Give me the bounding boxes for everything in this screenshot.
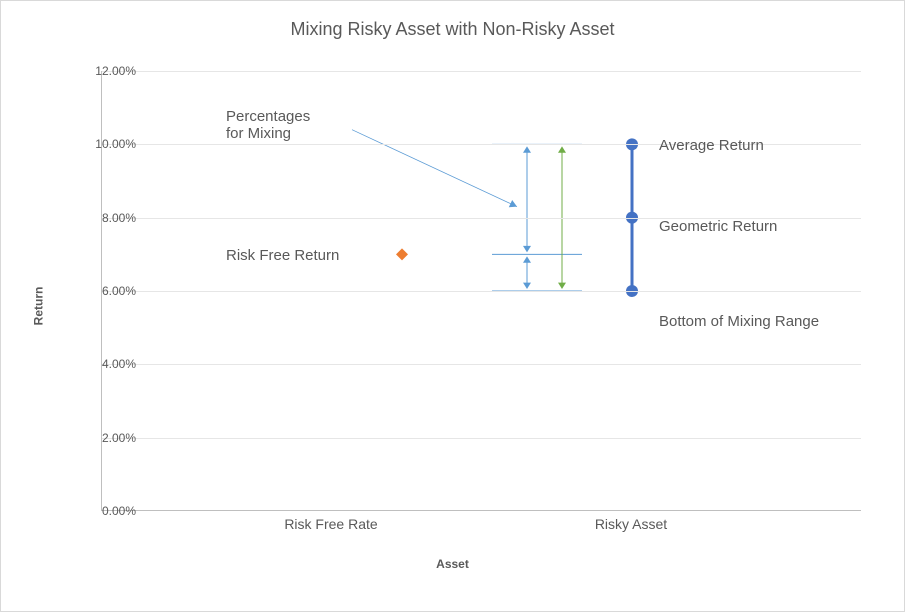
- average-return-label: Average Return: [659, 137, 764, 154]
- chart-title: Mixing Risky Asset with Non-Risky Asset: [1, 19, 904, 40]
- y-tick-label: 8.00%: [76, 211, 136, 225]
- callout-arrow-line: [352, 130, 517, 207]
- gridline: [102, 438, 861, 439]
- gridline: [102, 291, 861, 292]
- percentages-mixing-label: Percentagesfor Mixing: [226, 108, 310, 142]
- bottom-mixing-label: Bottom of Mixing Range: [659, 313, 819, 330]
- geometric-return-label: Geometric Return: [659, 218, 777, 235]
- risk-free-marker: [396, 248, 408, 260]
- y-tick-label: 12.00%: [76, 64, 136, 78]
- y-tick-label: 4.00%: [76, 357, 136, 371]
- risk-free-return-label: Risk Free Return: [226, 247, 339, 264]
- gridline: [102, 71, 861, 72]
- x-tick-label: Risk Free Rate: [284, 516, 377, 532]
- y-tick-label: 6.00%: [76, 284, 136, 298]
- x-tick-label: Risky Asset: [595, 516, 667, 532]
- gridline: [102, 364, 861, 365]
- chart-container: Mixing Risky Asset with Non-Risky Asset …: [0, 0, 905, 612]
- x-axis-title: Asset: [1, 557, 904, 571]
- y-tick-label: 0.00%: [76, 504, 136, 518]
- y-tick-label: 10.00%: [76, 137, 136, 151]
- y-axis-title: Return: [31, 287, 45, 326]
- y-tick-label: 2.00%: [76, 431, 136, 445]
